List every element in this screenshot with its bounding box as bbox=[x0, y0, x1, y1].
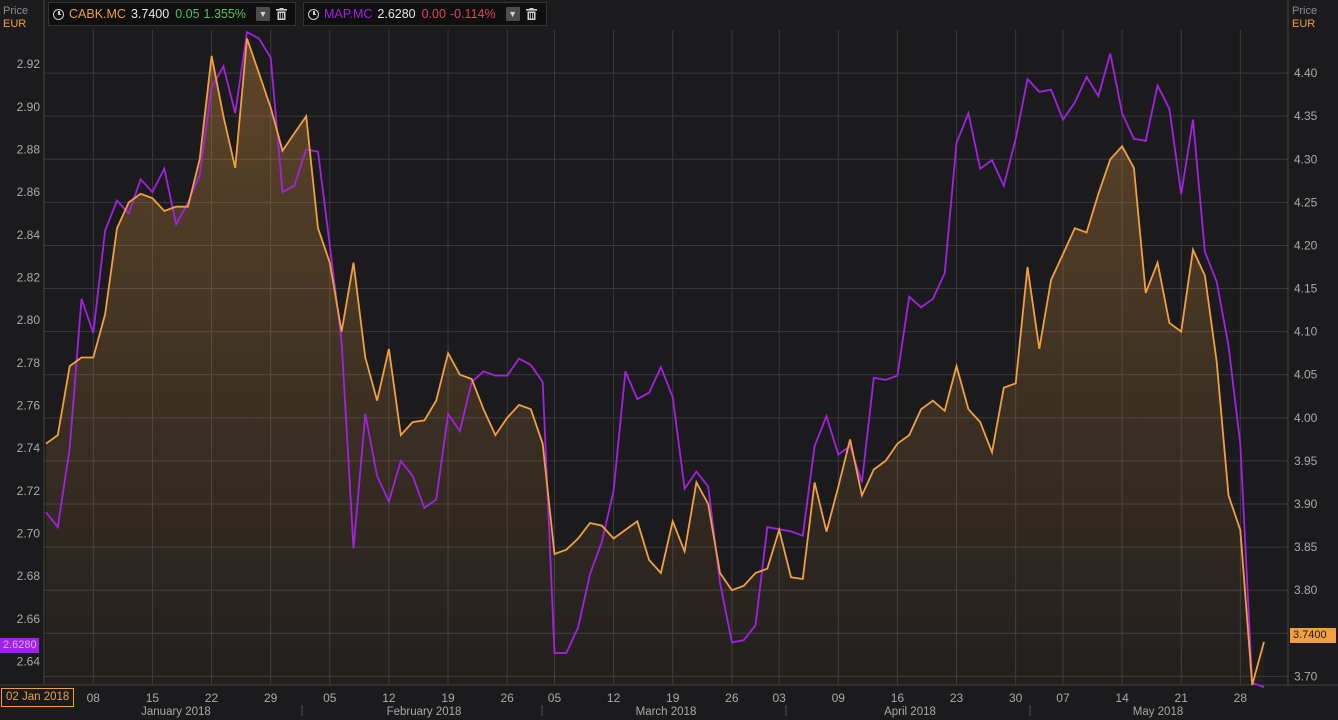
right-tick-label: 4.00 bbox=[1294, 411, 1318, 425]
x-day-label: 19 bbox=[666, 691, 680, 705]
x-day-label: 23 bbox=[950, 691, 964, 705]
right-tick-label: 3.90 bbox=[1294, 497, 1318, 511]
left-tick-label: 2.66 bbox=[17, 612, 41, 626]
x-day-label: 09 bbox=[832, 691, 846, 705]
x-month-label: March 2018 bbox=[636, 706, 697, 718]
x-day-label: 14 bbox=[1115, 691, 1129, 705]
chevron-down-icon[interactable]: ▼ bbox=[505, 7, 520, 21]
left-tick-label: 2.72 bbox=[17, 484, 41, 498]
x-day-label: 07 bbox=[1056, 691, 1070, 705]
right-axis-unit: EUR bbox=[1292, 18, 1316, 30]
chevron-down-icon[interactable]: ▼ bbox=[255, 7, 270, 21]
x-day-label: 12 bbox=[607, 691, 621, 705]
left-tick-label: 2.64 bbox=[17, 655, 41, 669]
left-tick-label: 2.86 bbox=[17, 185, 41, 199]
legend-symbol: CABK.MC bbox=[69, 7, 126, 21]
legend-map[interactable]: MAP.MC 2.6280 0.00 -0.114% ▼ bbox=[303, 2, 547, 26]
left-tick-label: 2.76 bbox=[17, 399, 41, 413]
legend-price: 2.6280 bbox=[377, 7, 416, 21]
clock-icon bbox=[53, 8, 64, 20]
x-day-label: 05 bbox=[548, 691, 562, 705]
right-tick-label: 4.35 bbox=[1294, 109, 1318, 123]
x-month-label: February 2018 bbox=[387, 706, 462, 718]
x-month-label: January 2018 bbox=[141, 706, 211, 718]
x-day-label: 03 bbox=[772, 691, 786, 705]
right-tick-label: 4.15 bbox=[1294, 282, 1318, 296]
right-tick-label: 4.05 bbox=[1294, 368, 1318, 382]
map-last-value-tag: 2.6280 bbox=[0, 638, 39, 653]
cursor-date-tag: 02 Jan 2018 bbox=[1, 688, 75, 707]
x-day-label: 30 bbox=[1009, 691, 1023, 705]
right-tick-label: 3.70 bbox=[1294, 669, 1318, 683]
left-tick-label: 2.92 bbox=[17, 57, 41, 71]
x-day-label: 15 bbox=[146, 691, 160, 705]
clock-icon bbox=[308, 8, 319, 20]
x-day-label: 26 bbox=[501, 691, 515, 705]
cabk-line bbox=[45, 38, 1265, 686]
left-tick-label: 2.82 bbox=[17, 270, 41, 284]
map-line bbox=[45, 30, 1265, 688]
left-tick-label: 2.84 bbox=[17, 228, 41, 242]
x-day-label: 05 bbox=[323, 691, 337, 705]
right-tick-label: 3.85 bbox=[1294, 540, 1318, 554]
right-tick-label: 3.95 bbox=[1294, 454, 1318, 468]
cabk-last-value-tag: 3.7400 bbox=[1290, 628, 1336, 643]
x-month-label: May 2018 bbox=[1133, 706, 1184, 718]
left-axis-ticks: 2.64 2.66 2.68 2.70 2.72 2.74 2.76 2.78 2.80 2.82… bbox=[17, 57, 41, 668]
legend-percent: 1.355% bbox=[203, 7, 246, 21]
legend-change: 0.00 bbox=[421, 7, 446, 21]
x-day-label: 16 bbox=[891, 691, 905, 705]
right-tick-label: 4.25 bbox=[1294, 195, 1318, 209]
right-tick-label: 4.30 bbox=[1294, 152, 1318, 166]
left-tick-label: 2.78 bbox=[17, 356, 41, 370]
x-day-label: 08 bbox=[87, 691, 101, 705]
x-day-label: 22 bbox=[205, 691, 219, 705]
left-tick-label: 2.88 bbox=[17, 142, 41, 156]
left-tick-label: 2.80 bbox=[17, 313, 41, 327]
x-day-label: 21 bbox=[1175, 691, 1189, 705]
trash-icon[interactable] bbox=[525, 7, 539, 21]
right-axis-ticks: 3.703.753.803.853.903.954.004.054.104.15… bbox=[1294, 66, 1318, 683]
legend-symbol: MAP.MC bbox=[324, 7, 373, 21]
cabk-area bbox=[46, 38, 1264, 686]
series-lines bbox=[45, 30, 1265, 688]
right-axis-header: Price EUR bbox=[1292, 5, 1317, 31]
left-tick-label: 2.74 bbox=[17, 441, 41, 455]
x-axis-ticks: 08 15 22 29 05 12 19 26 05 12 19 26 03 09 16 23 30 07 14 21… bbox=[87, 691, 1248, 718]
x-day-label: 19 bbox=[441, 691, 455, 705]
x-day-label: 12 bbox=[382, 691, 396, 705]
left-tick-label: 2.68 bbox=[17, 569, 41, 583]
right-tick-label: 3.80 bbox=[1294, 583, 1318, 597]
legend-percent: -0.114% bbox=[449, 7, 496, 21]
trash-icon[interactable] bbox=[275, 7, 289, 21]
legend-cabk[interactable]: CABK.MC 3.7400 0.05 1.355% ▼ bbox=[48, 2, 296, 26]
x-day-label: 28 bbox=[1234, 691, 1248, 705]
right-tick-label: 4.10 bbox=[1294, 325, 1318, 339]
x-day-label: 29 bbox=[264, 691, 278, 705]
right-tick-label: 4.40 bbox=[1294, 66, 1318, 80]
left-tick-label: 2.70 bbox=[17, 527, 41, 541]
x-day-label: 26 bbox=[725, 691, 739, 705]
left-tick-label: 2.90 bbox=[17, 100, 41, 114]
legend-change: 0.05 bbox=[175, 7, 200, 21]
left-axis-unit: EUR bbox=[3, 18, 27, 30]
left-axis-title: Price bbox=[3, 5, 29, 17]
x-month-label: April 2018 bbox=[884, 706, 936, 718]
cabk-area-layer bbox=[46, 38, 1264, 686]
right-axis-title: Price bbox=[1292, 5, 1318, 17]
right-tick-label: 4.20 bbox=[1294, 238, 1318, 252]
left-axis-header: Price EUR bbox=[3, 5, 28, 31]
legend-price: 3.7400 bbox=[130, 7, 170, 21]
